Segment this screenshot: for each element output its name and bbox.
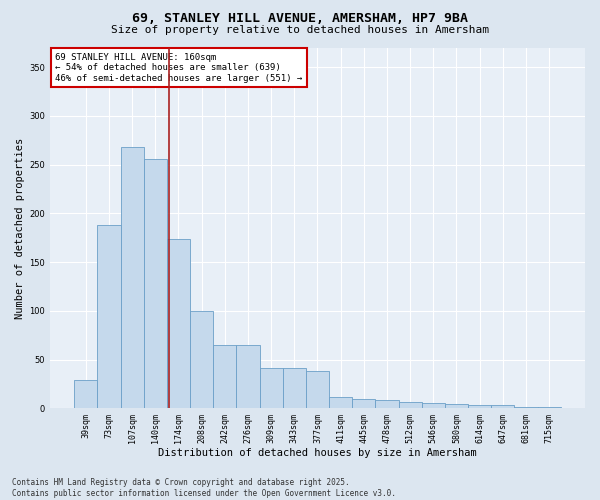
Text: Contains HM Land Registry data © Crown copyright and database right 2025.
Contai: Contains HM Land Registry data © Crown c… bbox=[12, 478, 396, 498]
Bar bbox=[376, 400, 398, 408]
Bar bbox=[236, 345, 260, 408]
Bar bbox=[329, 397, 352, 408]
Bar bbox=[491, 404, 514, 408]
Bar bbox=[468, 404, 491, 408]
Text: 69 STANLEY HILL AVENUE: 160sqm
← 54% of detached houses are smaller (639)
46% of: 69 STANLEY HILL AVENUE: 160sqm ← 54% of … bbox=[55, 53, 302, 82]
Bar bbox=[398, 402, 422, 408]
Text: Size of property relative to detached houses in Amersham: Size of property relative to detached ho… bbox=[111, 25, 489, 35]
Bar bbox=[190, 311, 213, 408]
Y-axis label: Number of detached properties: Number of detached properties bbox=[15, 138, 25, 318]
Bar bbox=[74, 380, 97, 408]
Bar bbox=[514, 406, 538, 408]
Bar bbox=[97, 225, 121, 408]
Bar bbox=[538, 406, 560, 408]
Text: 69, STANLEY HILL AVENUE, AMERSHAM, HP7 9BA: 69, STANLEY HILL AVENUE, AMERSHAM, HP7 9… bbox=[132, 12, 468, 26]
Bar bbox=[352, 398, 376, 408]
Bar bbox=[422, 402, 445, 408]
Bar bbox=[213, 345, 236, 408]
Bar bbox=[445, 404, 468, 408]
Bar bbox=[121, 147, 144, 408]
Bar bbox=[306, 372, 329, 408]
Bar bbox=[144, 158, 167, 408]
Bar bbox=[283, 368, 306, 408]
Bar bbox=[260, 368, 283, 408]
X-axis label: Distribution of detached houses by size in Amersham: Distribution of detached houses by size … bbox=[158, 448, 477, 458]
Bar bbox=[167, 238, 190, 408]
